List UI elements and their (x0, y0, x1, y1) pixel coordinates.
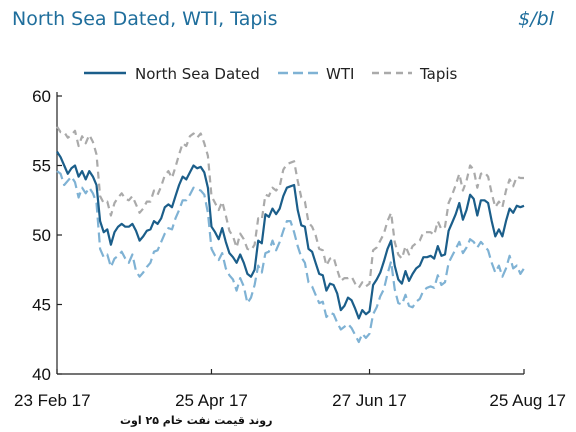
series-line-wti (56, 170, 525, 344)
legend: North Sea Dated WTI Tapis (84, 65, 458, 83)
legend-label-tapis: Tapis (419, 65, 458, 83)
series-line-tapis (56, 125, 524, 289)
y-tick-label: 40 (32, 365, 51, 384)
unit-label: $/bl (518, 8, 554, 30)
legend-label-north-sea-dated: North Sea Dated (135, 65, 260, 83)
series-lines (56, 125, 525, 344)
x-tick-label: 23 Feb 17 (14, 391, 91, 410)
legend-label-wti: WTI (326, 65, 354, 83)
y-tick-label: 60 (32, 87, 51, 106)
x-tick-label: 27 Jun 17 (332, 391, 407, 410)
axes: 40 45 50 55 60 23 Feb 17 25 Apr 17 27 Jun 17 25 … (14, 87, 566, 410)
x-tick-label: 25 Apr 17 (175, 391, 248, 410)
y-tick-label: 50 (32, 226, 51, 245)
y-tick-label: 55 (32, 157, 51, 176)
y-tick-label: 45 (32, 296, 51, 315)
chart-title: North Sea Dated, WTI, Tapis (12, 8, 278, 30)
caption-text: روند قیمت نفت خام ۲۵ اوت (120, 414, 273, 427)
series-line-north-sea-dated (56, 151, 525, 320)
x-tick-label: 25 Aug 17 (489, 391, 566, 410)
